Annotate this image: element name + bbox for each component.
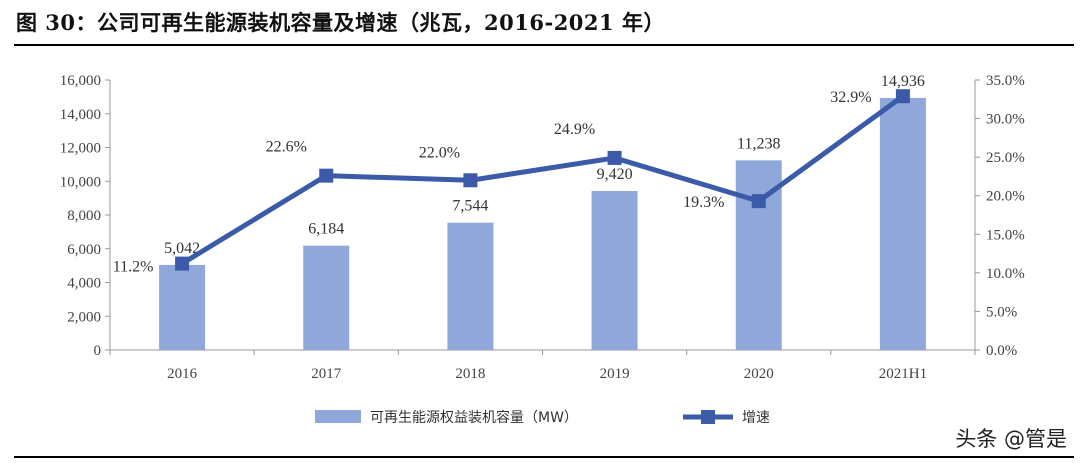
bar bbox=[159, 264, 206, 350]
right-tick-label: 5.0% bbox=[986, 304, 1017, 320]
bar-data-labels: 5,042 6,184 7,544 9,420 11,238 14,936 bbox=[164, 73, 925, 257]
line-value-label: 32.9% bbox=[830, 89, 871, 106]
left-tick-label: 0 bbox=[94, 343, 102, 359]
left-tick-label: 16,000 bbox=[60, 73, 101, 89]
right-tick-label: 10.0% bbox=[986, 266, 1025, 282]
x-tick-label: 2020 bbox=[744, 366, 774, 382]
legend-line-label: 增速 bbox=[742, 410, 770, 426]
line-value-label: 24.9% bbox=[554, 121, 595, 138]
right-tick-label: 0.0% bbox=[986, 343, 1017, 359]
bottom-rule bbox=[14, 456, 1074, 458]
bar-value-label: 5,042 bbox=[164, 240, 200, 257]
left-tick-label: 12,000 bbox=[60, 141, 101, 157]
bar-value-label: 7,544 bbox=[452, 198, 488, 215]
axes: 0 2,000 4,000 6,000 8,000 10,000 12,000 14,000 1… bbox=[60, 73, 1025, 382]
right-tick-label: 30.0% bbox=[986, 112, 1025, 128]
line-value-label: 19.3% bbox=[683, 194, 724, 211]
line-data-labels: 11.2% 22.6% 22.0% 24.9% 19.3% 32.9% bbox=[113, 89, 872, 275]
line-marker bbox=[463, 173, 478, 188]
left-tick-label: 14,000 bbox=[60, 107, 101, 123]
legend-bar-swatch bbox=[315, 410, 361, 423]
line-marker bbox=[751, 194, 766, 209]
x-tick-label: 2017 bbox=[311, 366, 342, 382]
left-tick-label: 2,000 bbox=[67, 309, 101, 325]
left-tick-label: 10,000 bbox=[60, 174, 101, 190]
title-rule bbox=[14, 44, 1074, 46]
right-tick-label: 15.0% bbox=[986, 227, 1025, 243]
right-tick-label: 25.0% bbox=[986, 150, 1025, 166]
x-tick-label: 2021H1 bbox=[879, 366, 927, 382]
left-tick-label: 6,000 bbox=[67, 242, 101, 258]
right-tick-label: 20.0% bbox=[986, 189, 1025, 205]
figure-title: 图 30：公司可再生能源装机容量及增速（兆瓦，2016-2021 年） bbox=[16, 10, 665, 35]
bar bbox=[303, 245, 350, 350]
left-tick-label: 4,000 bbox=[67, 276, 101, 292]
bar-series bbox=[159, 97, 926, 350]
x-tick-label: 2018 bbox=[455, 366, 485, 382]
legend-bar-label: 可再生能源权益装机容量（MW） bbox=[370, 409, 578, 426]
legend-line-marker bbox=[701, 410, 715, 424]
line-value-label: 22.6% bbox=[266, 139, 307, 156]
growth-line bbox=[180, 94, 905, 266]
line-marker bbox=[175, 256, 190, 271]
bar-value-label: 11,238 bbox=[737, 135, 780, 152]
bar-value-label: 9,420 bbox=[597, 166, 633, 183]
watermark-text: 头条 @管是 bbox=[955, 427, 1067, 451]
left-tick-label: 8,000 bbox=[67, 208, 101, 224]
line-marker bbox=[319, 168, 334, 183]
line-marker bbox=[607, 150, 622, 165]
line-value-label: 22.0% bbox=[419, 144, 460, 161]
x-tick-label: 2019 bbox=[600, 366, 630, 382]
bar-value-label: 14,936 bbox=[881, 73, 925, 90]
bar bbox=[879, 97, 926, 350]
line-series bbox=[175, 89, 910, 271]
x-tick-label: 2016 bbox=[167, 366, 198, 382]
line-value-label: 11.2% bbox=[113, 259, 154, 276]
right-tick-label: 35.0% bbox=[986, 73, 1025, 89]
bar-value-label: 6,184 bbox=[308, 221, 344, 238]
line-marker bbox=[895, 89, 910, 104]
bar bbox=[591, 191, 638, 350]
bar bbox=[447, 222, 494, 350]
legend: 可再生能源权益装机容量（MW） 增速 bbox=[315, 409, 770, 426]
